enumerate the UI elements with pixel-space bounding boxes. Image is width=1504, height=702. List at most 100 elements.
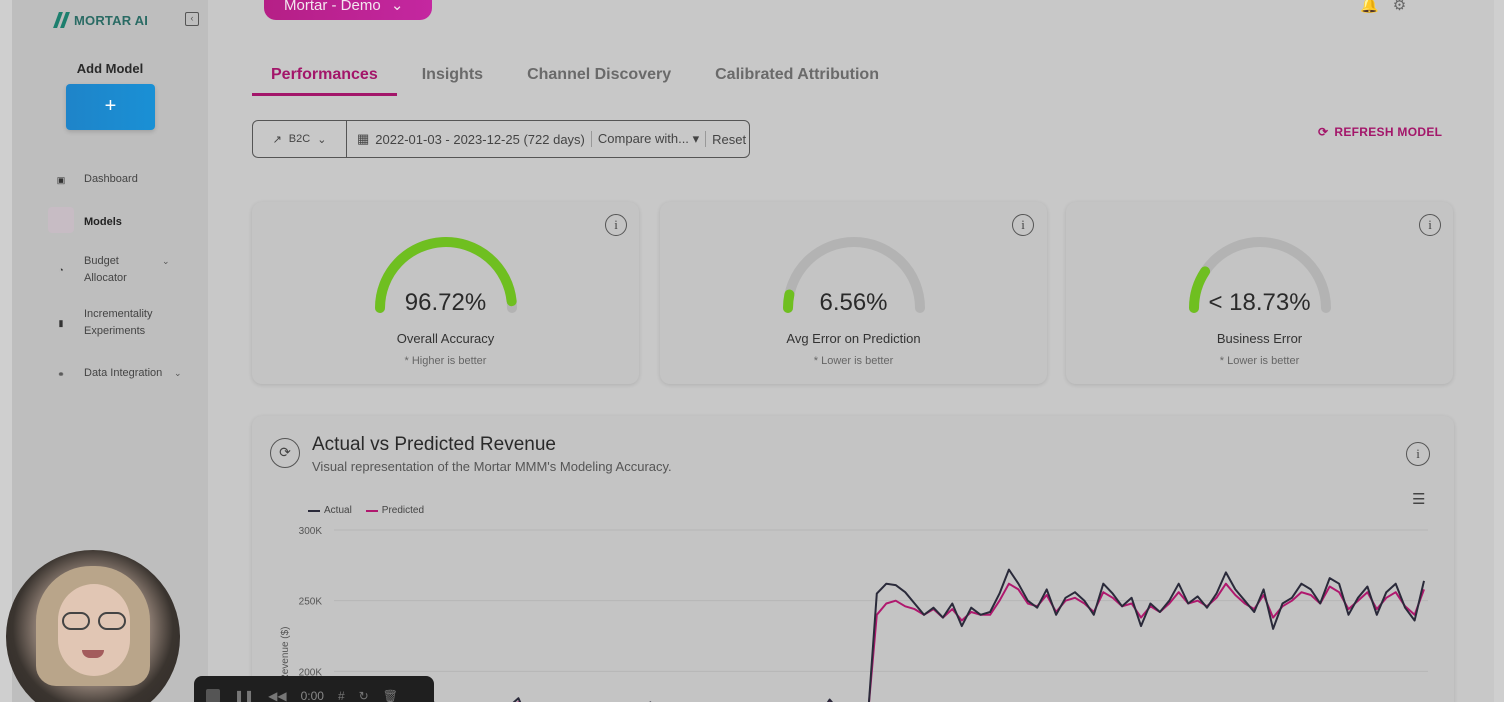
- share-icon: ⚭: [57, 368, 65, 379]
- recorder-controls: ❚❚ ◀◀ 0:00 # ↻ 🗑: [194, 676, 434, 702]
- tab-performances[interactable]: Performances: [252, 62, 397, 96]
- caret-down-icon: ▾: [692, 131, 700, 146]
- kpi-card-avg-error: i 6.56% Avg Error on Prediction * Lower …: [660, 202, 1047, 384]
- tab-calibrated-attribution[interactable]: Calibrated Attribution: [715, 66, 879, 83]
- date-range-label: 2022-01-03 - 2023-12-25 (722 days): [375, 131, 585, 147]
- grid-icon: ▣: [56, 174, 66, 185]
- add-model-button[interactable]: +: [66, 84, 155, 130]
- tab-insights[interactable]: Insights: [421, 66, 484, 83]
- project-selector-label: Mortar - Demo: [284, 0, 381, 14]
- stop-icon[interactable]: [206, 689, 220, 702]
- chart-subtitle: Visual representation of the Mortar MMM'…: [312, 459, 672, 474]
- chevron-down-icon: ⌄: [317, 133, 327, 146]
- chevron-down-icon: ⌄: [390, 0, 404, 14]
- recording-time: 0:00: [300, 689, 324, 702]
- info-icon[interactable]: i: [1012, 214, 1034, 236]
- kpi-value: 6.56%: [819, 289, 888, 316]
- sidebar-item-label: Data Integration: [84, 367, 163, 379]
- y-tick-label: 300K: [299, 526, 323, 537]
- logo-mark-icon: [53, 12, 70, 28]
- line-chart-icon: ↗: [272, 133, 282, 146]
- bar-chart-icon: ▮: [58, 318, 64, 328]
- presenter-glasses: [62, 612, 126, 630]
- legend-swatch: [365, 509, 378, 512]
- sidebar-item-incrementality[interactable]: ▮ Incrementality Experiments: [56, 306, 174, 340]
- segment-select[interactable]: ↗ B2C ⌄: [253, 121, 347, 157]
- kpi-note: * Higher is better: [404, 355, 487, 367]
- segment-label: B2C: [288, 133, 311, 145]
- calendar-icon: ▦: [357, 131, 370, 146]
- presenter-face: [58, 584, 130, 676]
- sidebar-item-budget-allocator[interactable]: ◔ Budget Allocator ⌄: [56, 253, 169, 287]
- sidebar-item-label: Budget Allocator: [84, 255, 127, 284]
- add-model-title: Add Model: [76, 61, 144, 76]
- presenter-mouth: [82, 650, 104, 658]
- y-axis-label: Revenue ($): [280, 626, 291, 681]
- sidebar-item-data-integration[interactable]: ⚭ Data Integration ⌄: [56, 365, 181, 382]
- webcam-overlay: [6, 550, 180, 702]
- sidebar-item-label: Dashboard: [84, 173, 138, 185]
- kpi-value: < 18.73%: [1208, 289, 1311, 316]
- series-line-predicted[interactable]: [358, 582, 1425, 702]
- kpi-card-business-error: i < 18.73% Business Error * Lower is bet…: [1066, 202, 1453, 384]
- gauge-chart: [783, 237, 925, 313]
- date-range-picker[interactable]: ▦ 2022-01-03 - 2023-12-25 (722 days): [347, 131, 585, 147]
- gauge-fill: [783, 289, 795, 313]
- line-chart: 300K 250K 200K Revenue ($): [280, 526, 1428, 702]
- main-content: Mortar - Demo ⌄ 🔔 ⚙ Performances Insight…: [208, 0, 1494, 702]
- legend-item-predicted[interactable]: Predicted: [365, 505, 424, 516]
- logo-text: MORTAR AI: [74, 12, 149, 28]
- legend-item-actual[interactable]: Actual: [308, 505, 352, 516]
- rewind-icon[interactable]: ◀◀: [268, 689, 287, 702]
- refresh-icon[interactable]: ⟳: [270, 438, 300, 468]
- bell-icon[interactable]: 🔔: [1360, 0, 1379, 14]
- gauge-chart: [1189, 237, 1331, 313]
- logo[interactable]: MORTAR AI: [53, 12, 149, 28]
- y-tick-label: 200K: [299, 667, 323, 678]
- gauge-track: [783, 237, 925, 313]
- chevron-down-icon[interactable]: ⌄: [174, 368, 182, 378]
- legend-swatch: [308, 509, 320, 512]
- trash-icon[interactable]: 🗑: [382, 689, 398, 702]
- filter-bar: ↗ B2C ⌄ ▦ 2022-01-03 - 2023-12-25 (722 d…: [252, 120, 750, 158]
- chart-card-actual-vs-predicted: ⟳ Actual vs Predicted Revenue Visual rep…: [252, 416, 1454, 702]
- series-line-actual[interactable]: [358, 568, 1425, 702]
- kpi-title: Business Error: [1216, 331, 1303, 346]
- legend-label: Actual: [324, 505, 352, 516]
- info-icon[interactable]: i: [605, 214, 627, 236]
- gauge-chart: [375, 237, 517, 313]
- app-frame: MORTAR AI ‹ Add Model + ▣ Dashboard ☰ Mo…: [12, 0, 1494, 702]
- kpi-card-overall-accuracy: i 96.72% Overall Accuracy * Higher is be…: [252, 202, 639, 384]
- grid-icon[interactable]: #: [337, 689, 345, 702]
- divider: [705, 131, 707, 147]
- info-icon[interactable]: i: [1406, 442, 1430, 466]
- refresh-model-button[interactable]: ⟳ REFRESH MODEL: [1318, 125, 1442, 139]
- divider: [590, 131, 592, 147]
- top-icons: 🔔 ⚙: [1360, 0, 1406, 14]
- kpi-title: Avg Error on Prediction: [786, 331, 921, 346]
- chart-legend: Actual Predicted: [308, 505, 424, 516]
- sidebar-item-models[interactable]: ☰ Models: [48, 207, 122, 233]
- menu-icon[interactable]: ☰: [1412, 491, 1426, 508]
- chart-title: Actual vs Predicted Revenue: [312, 434, 556, 455]
- tab-channel-discovery[interactable]: Channel Discovery: [527, 66, 672, 83]
- sidebar-item-label: Incrementality Experiments: [84, 308, 153, 337]
- gauge-fill: [1189, 266, 1211, 313]
- collapse-sidebar-icon[interactable]: ‹: [185, 12, 199, 26]
- refresh-icon: ⟳: [1318, 125, 1329, 139]
- chevron-down-icon[interactable]: ⌄: [162, 256, 170, 266]
- project-selector[interactable]: Mortar - Demo ⌄: [264, 0, 432, 20]
- refresh-model-label: REFRESH MODEL: [1334, 125, 1443, 139]
- sidebar-item-dashboard[interactable]: ▣ Dashboard: [56, 171, 138, 188]
- tab-bar: Performances Insights Channel Discovery …: [252, 62, 904, 96]
- compare-select[interactable]: Compare with... ▾: [598, 131, 699, 147]
- reset-button[interactable]: Reset: [712, 131, 747, 147]
- gear-icon[interactable]: ⚙: [1392, 0, 1407, 14]
- pause-icon[interactable]: ❚❚: [234, 689, 255, 702]
- restart-icon[interactable]: ↻: [358, 689, 369, 702]
- info-icon[interactable]: i: [1419, 214, 1441, 236]
- kpi-value: 96.72%: [404, 289, 487, 316]
- pie-chart-icon: ◔: [58, 265, 64, 275]
- gauge-fill: [375, 237, 517, 313]
- sidebar-item-label: Models: [84, 216, 122, 228]
